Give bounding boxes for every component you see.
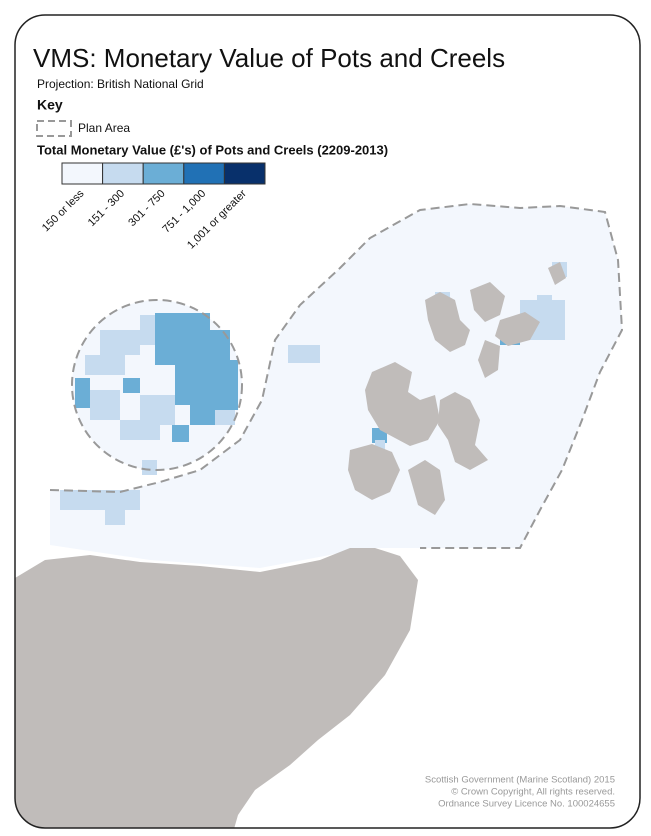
map-area xyxy=(15,202,624,828)
grid-cell xyxy=(140,395,175,425)
legend-swatch xyxy=(223,162,266,185)
grid-cell xyxy=(90,390,120,420)
projection: Projection: British National Grid xyxy=(37,77,204,91)
frame xyxy=(14,14,641,829)
sanday xyxy=(470,282,505,322)
grid-cell xyxy=(100,330,140,355)
grid-cell xyxy=(75,378,90,408)
grid-cell xyxy=(60,490,140,510)
orkney-mainland xyxy=(365,362,440,446)
plan-area-swatch xyxy=(36,120,72,137)
shapinsay xyxy=(478,340,500,378)
orkney-north-isles xyxy=(425,292,470,352)
footer-line: Ordnance Survey Licence No. 100024655 xyxy=(438,799,615,810)
grid-cell xyxy=(288,345,320,363)
footer-line: © Crown Copyright, All rights reserved. xyxy=(451,787,615,798)
grid-cell xyxy=(105,510,125,525)
plan-area-boundary xyxy=(49,202,624,549)
mainland xyxy=(15,548,418,828)
orkney-isles xyxy=(438,392,488,470)
footer-line: Scottish Government (Marine Scotland) 20… xyxy=(425,775,615,786)
footer: Scottish Government (Marine Scotland) 20… xyxy=(425,775,615,810)
grid-cell xyxy=(215,410,235,425)
grid-cell xyxy=(123,378,140,393)
legend-swatch xyxy=(142,162,185,185)
grid-cell xyxy=(140,315,155,345)
legend-swatch xyxy=(102,162,144,185)
south-ronaldsay xyxy=(408,460,445,515)
grid-cell xyxy=(172,425,189,442)
grid-cell xyxy=(537,295,552,310)
legend-swatch xyxy=(61,162,104,185)
grid-cell xyxy=(85,355,125,375)
cells xyxy=(60,262,567,566)
grid-cell xyxy=(375,440,385,450)
key-heading: Key xyxy=(37,97,63,113)
grid-cell xyxy=(155,345,200,365)
legend-title: Total Monetary Value (£'s) of Pots and C… xyxy=(37,142,388,157)
north-ronaldsay xyxy=(548,262,566,285)
legend-swatch xyxy=(183,162,225,185)
hoy xyxy=(348,444,400,500)
plan-area-label: Plan Area xyxy=(78,121,130,135)
grid-cell xyxy=(175,365,205,405)
grid-cell xyxy=(142,460,157,475)
title: VMS: Monetary Value of Pots and Creels xyxy=(33,43,505,73)
grid-cell xyxy=(190,400,215,425)
plan-area-circle xyxy=(71,299,243,471)
stronsay xyxy=(495,312,540,346)
grid-cell xyxy=(372,428,387,443)
